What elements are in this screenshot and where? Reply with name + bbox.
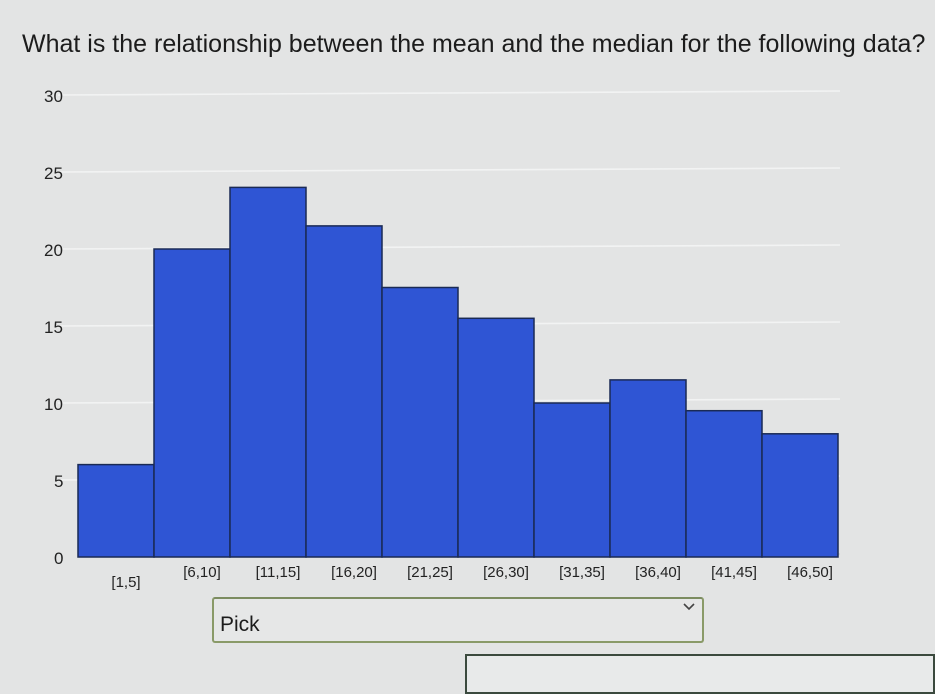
x-tick-label: [26,30] xyxy=(483,564,529,581)
histogram-bar xyxy=(457,317,535,558)
dropdown-selected-value: Pick xyxy=(220,613,260,636)
x-tick-label: [21,25] xyxy=(407,564,453,581)
histogram-bar xyxy=(609,379,687,558)
histogram-chart: 0 5 10 15 20 25 30 [1,5] [6,10] [11,15] [16,20] [2… xyxy=(44,87,841,591)
histogram-bar xyxy=(533,402,611,558)
y-tick-label: 20 xyxy=(44,241,63,260)
x-tick-label: [31,35] xyxy=(559,564,605,581)
x-tick-label: [6,10] xyxy=(183,564,221,581)
bars xyxy=(77,186,839,558)
x-tick-label: [41,45] xyxy=(711,564,757,581)
histogram-bar xyxy=(761,433,839,558)
y-tick-label: 0 xyxy=(54,549,63,568)
y-tick-label: 15 xyxy=(44,318,63,337)
x-axis-ticks: [1,5] [6,10] [11,15] [16,20] [21,25] [26,30] [… xyxy=(111,564,833,591)
y-axis-ticks: 0 5 10 15 20 25 30 xyxy=(44,87,63,568)
y-tick-label: 5 xyxy=(54,472,63,491)
x-tick-label: [46,50] xyxy=(787,564,833,581)
bottom-panel xyxy=(465,654,935,694)
gridline xyxy=(57,90,841,96)
histogram-bar xyxy=(305,225,383,558)
histogram-bar xyxy=(381,286,459,558)
y-tick-label: 10 xyxy=(44,395,63,414)
x-tick-label: [36,40] xyxy=(635,564,681,581)
histogram-bar xyxy=(685,409,763,558)
x-tick-label: [1,5] xyxy=(111,574,140,591)
y-tick-label: 25 xyxy=(44,164,63,183)
x-tick-label: [11,15] xyxy=(256,564,301,581)
x-tick-label: [16,20] xyxy=(331,564,377,581)
y-tick-label: 30 xyxy=(44,87,63,106)
histogram-bar xyxy=(153,248,231,558)
histogram-bar xyxy=(229,186,307,558)
answer-dropdown[interactable]: Pick xyxy=(212,597,704,643)
gridline xyxy=(57,167,841,173)
histogram-bar xyxy=(77,463,155,558)
question-text: What is the relationship between the mea… xyxy=(22,30,926,58)
chevron-down-icon xyxy=(683,603,695,611)
